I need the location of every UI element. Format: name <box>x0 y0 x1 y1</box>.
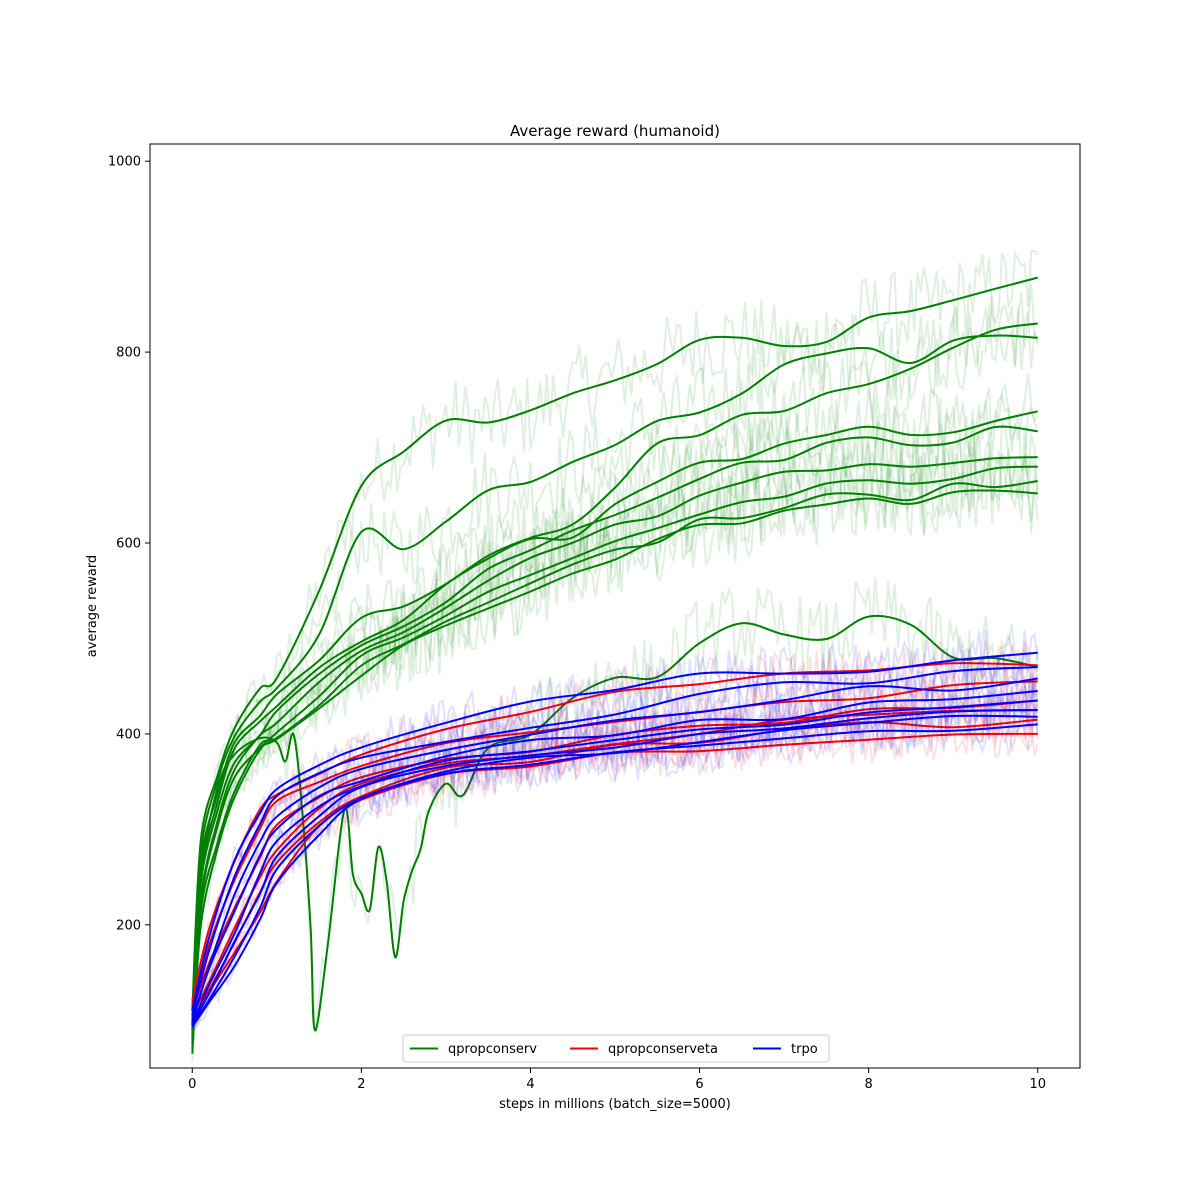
series-raw-band <box>191 373 1039 1027</box>
series-line-trpo <box>191 690 1038 1023</box>
x-axis-label: steps in millions (batch_size=5000) <box>499 1097 731 1112</box>
legend-label-trpo: trpo <box>791 1042 818 1057</box>
series-raw-band <box>191 690 1039 1029</box>
series-line-qpropconserv <box>191 614 1038 1032</box>
series-line-qpropconserv <box>191 480 1038 1049</box>
series-line-trpo <box>191 723 1038 1028</box>
series-raw-band <box>191 393 1039 1023</box>
series-line-qpropconserv <box>191 425 1038 1035</box>
legend-label-qpropconserveta: qpropconserveta <box>608 1042 718 1057</box>
series-raw-band <box>191 303 1039 1018</box>
series-raw-band <box>192 698 1039 1030</box>
y-tick-label: 1000 <box>108 155 141 170</box>
plot-area-frame <box>149 143 1081 1069</box>
y-tick-label: 800 <box>116 346 141 361</box>
series-line-trpo <box>191 677 1038 1021</box>
y-tick-label: 200 <box>116 918 141 933</box>
series-raw-band <box>191 674 1039 1027</box>
series-line-qpropconserv <box>191 334 1038 1021</box>
series-raw-band <box>191 675 1039 1017</box>
legend-label-qpropconserv: qpropconserv <box>448 1042 537 1057</box>
y-axis: 200 400 600 800 1000 <box>108 155 150 933</box>
series-raw-band <box>192 708 1039 1019</box>
series-raw-band <box>191 446 1039 1040</box>
legend: qpropconserv qpropconserveta trpo <box>402 1034 830 1063</box>
series-line-trpo <box>191 699 1038 1025</box>
y-tick-label: 400 <box>116 727 141 742</box>
series-layer <box>191 249 1039 1061</box>
legend-box <box>402 1034 830 1063</box>
series-line-trpo <box>191 709 1038 1026</box>
x-tick-label: 4 <box>526 1077 534 1092</box>
series-raw-band <box>191 657 1039 1003</box>
y-tick-label: 600 <box>116 537 141 552</box>
x-axis: 0 2 4 6 8 10 <box>188 1068 1046 1092</box>
series-line-qpropconserv <box>191 465 1038 1045</box>
x-tick-label: 0 <box>188 1077 196 1092</box>
x-tick-label: 10 <box>1029 1077 1046 1092</box>
series-line-trpo <box>191 651 1038 1011</box>
series-line-trpo <box>191 714 1038 1027</box>
series-raw-band <box>191 656 1039 1020</box>
series-line-qpropconserv <box>191 410 1038 1030</box>
series-line-qpropconserveta <box>191 680 1038 1007</box>
series-line-qpropconserv <box>191 456 1038 1040</box>
series-raw-band <box>191 249 1039 1007</box>
x-tick-label: 8 <box>864 1077 872 1092</box>
series-line-trpo <box>191 666 1038 1016</box>
y-axis-label: average reward <box>85 555 100 657</box>
chart-title: Average reward (humanoid) <box>510 122 720 140</box>
series-line-qpropconserv <box>191 322 1038 1026</box>
series-line-qpropconserv <box>191 276 1038 1011</box>
x-tick-label: 2 <box>357 1077 365 1092</box>
series-raw-band <box>191 430 1039 1045</box>
series-raw-band <box>191 685 1039 1020</box>
series-line-qpropconserv <box>191 489 1038 1054</box>
x-tick-label: 6 <box>695 1077 703 1092</box>
series-raw-band <box>191 417 1039 1032</box>
series-raw-band <box>191 648 1039 1023</box>
series-raw-band <box>191 451 1039 1061</box>
